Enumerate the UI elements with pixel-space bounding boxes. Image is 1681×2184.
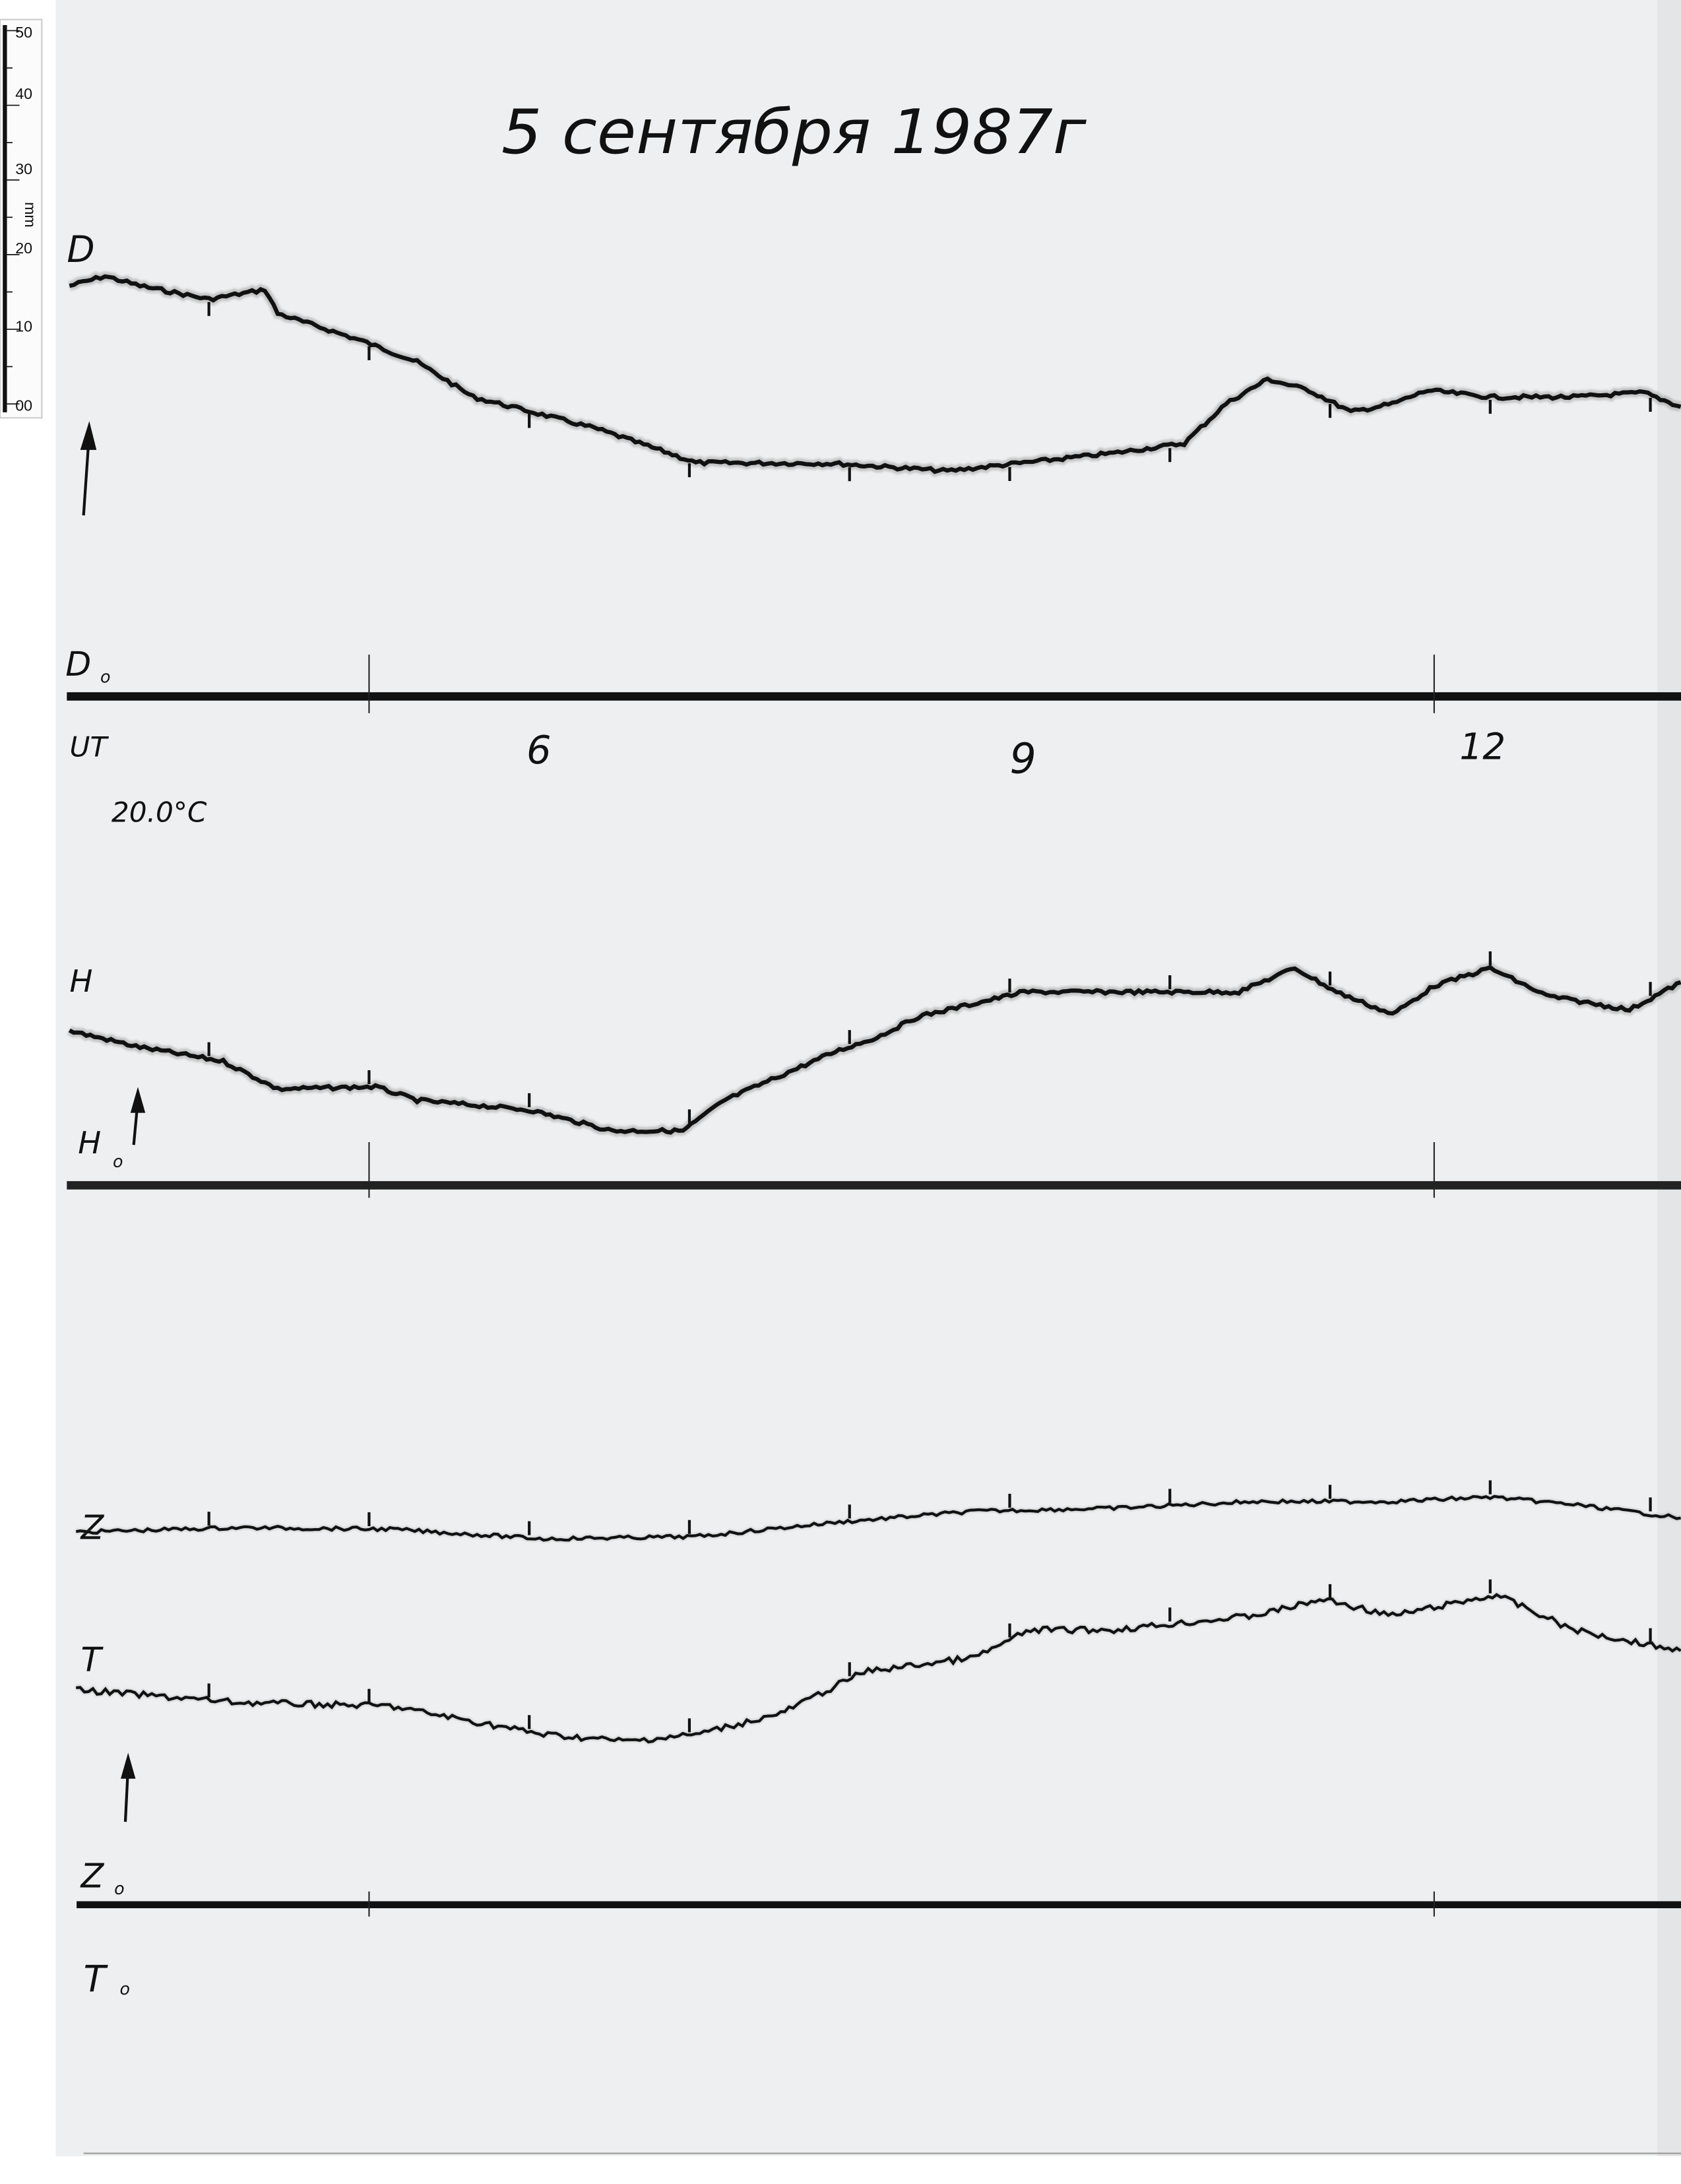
label-t: T	[80, 1640, 104, 1679]
trace-h	[67, 951, 1681, 1138]
z0-t0-baseline	[77, 1901, 1681, 1909]
ruler-tick-00: 00	[15, 397, 32, 414]
label-h: H	[70, 963, 93, 999]
direction-arrows	[80, 421, 146, 1822]
x-tick-label-12: 12	[1459, 725, 1506, 767]
label-t0: T	[84, 1958, 109, 2001]
trace-line-z	[75, 1494, 1681, 1542]
label-z: Z	[79, 1508, 104, 1547]
trace-line-d	[69, 274, 1681, 474]
ruler-tick-50: 50	[15, 24, 32, 41]
trace-t	[76, 1579, 1681, 1745]
arrow-up-icon	[130, 1087, 146, 1145]
trace-d	[68, 271, 1681, 482]
ruler-tick-40: 40	[15, 85, 32, 102]
mm-ruler: 50 40 30 20 10 00 mm	[0, 18, 43, 419]
label-d0-sub: o	[100, 666, 111, 686]
arrow-up-icon	[120, 1752, 136, 1822]
label-h0: H	[78, 1125, 101, 1161]
ruler-tick-30: 30	[15, 160, 32, 177]
chart-title: 5 сентября 1987г	[501, 96, 1087, 168]
label-t0-sub: o	[120, 1979, 131, 1999]
trace-line-h	[68, 965, 1681, 1135]
label-ut: UT	[70, 730, 110, 763]
label-d0: D	[65, 645, 91, 684]
ruler-tick-10: 10	[15, 317, 32, 335]
paper	[55, 0, 1681, 2156]
x-tick-label-9: 9	[1009, 734, 1036, 783]
label-h0-sub: o	[113, 1151, 123, 1171]
trace-line-t	[76, 1593, 1681, 1744]
temperature-label: 20.0°C	[111, 796, 207, 828]
label-z0: Z	[79, 1856, 104, 1895]
d0-baseline	[67, 692, 1681, 701]
h0-baseline	[67, 1181, 1681, 1190]
paper-edge-shadow	[1657, 0, 1681, 2156]
label-z0-sub: o	[114, 1879, 125, 1898]
ruler-tick-20: 20	[15, 240, 32, 257]
trace-z	[75, 1480, 1681, 1543]
label-d: D	[67, 228, 94, 271]
ruler-unit: mm	[22, 202, 39, 228]
arrow-up-icon	[80, 421, 97, 516]
x-tick-label-6: 6	[526, 727, 552, 773]
